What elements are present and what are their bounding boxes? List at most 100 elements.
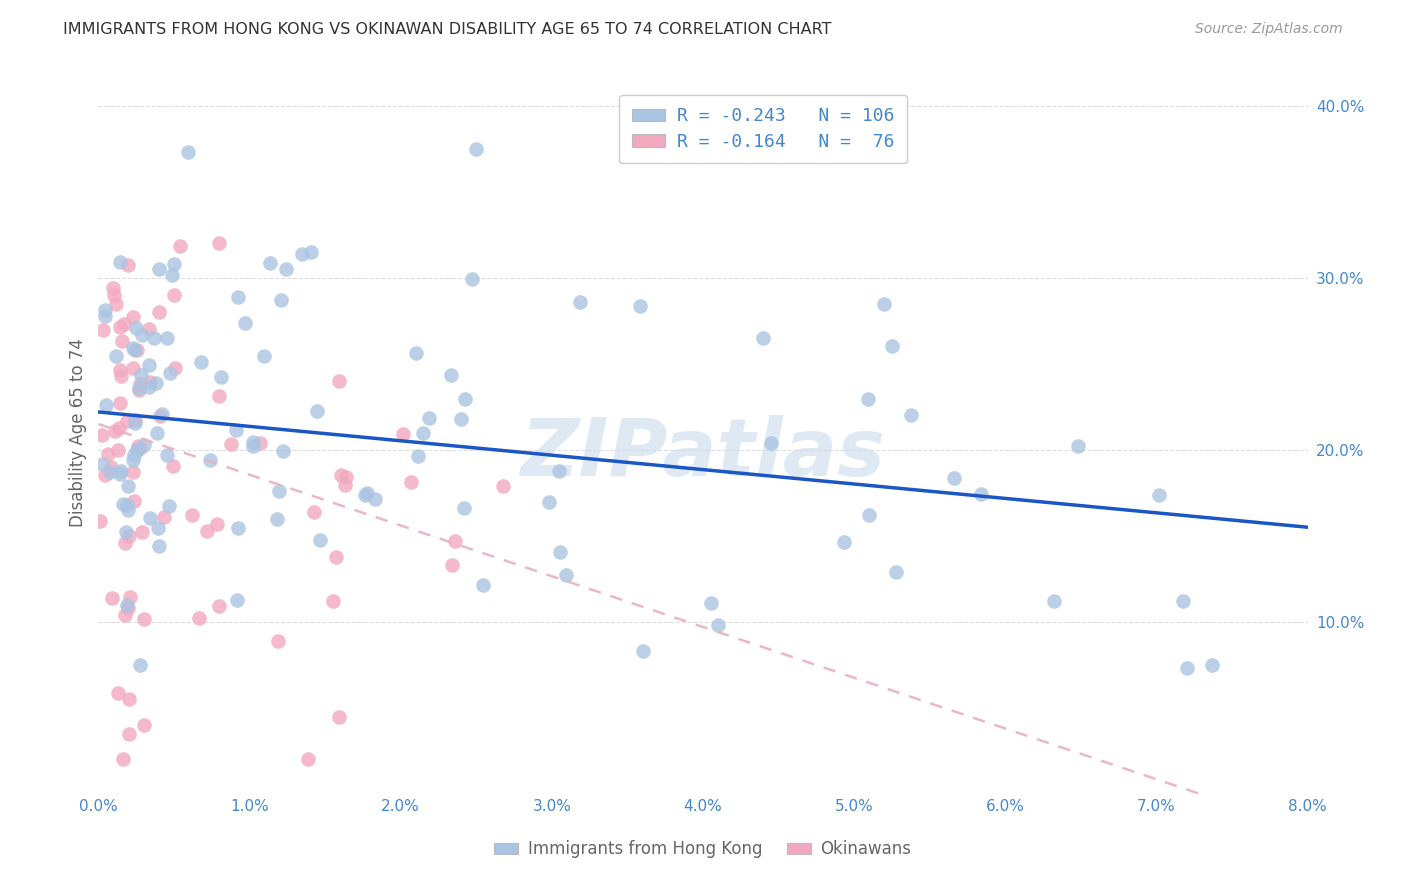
- Point: [291, 247, 314, 261]
- Point: [181, 508, 204, 523]
- Point: [124, 343, 146, 357]
- Text: IMMIGRANTS FROM HONG KONG VS OKINAWAN DISABILITY AGE 65 TO 74 CORRELATION CHART: IMMIGRANTS FROM HONG KONG VS OKINAWAN DI…: [63, 22, 832, 37]
- Point: [101, 591, 124, 606]
- Point: [472, 578, 495, 592]
- Point: [440, 558, 463, 572]
- Point: [163, 287, 186, 301]
- Point: [110, 363, 132, 377]
- Point: [242, 439, 264, 453]
- Point: [190, 355, 212, 369]
- Point: [219, 437, 242, 451]
- Point: [118, 692, 141, 706]
- Point: [492, 479, 515, 493]
- Point: [121, 310, 143, 325]
- Point: [108, 467, 131, 482]
- Point: [353, 488, 375, 502]
- Point: [322, 594, 344, 608]
- Point: [700, 596, 723, 610]
- Point: [631, 644, 654, 658]
- Point: [122, 494, 145, 508]
- Point: [122, 341, 145, 355]
- Text: ZIPatlas: ZIPatlas: [520, 416, 886, 493]
- Point: [117, 598, 139, 612]
- Point: [752, 331, 775, 345]
- Point: [439, 368, 461, 383]
- Point: [208, 599, 231, 613]
- Point: [392, 426, 415, 441]
- Point: [118, 726, 141, 740]
- Point: [117, 479, 139, 493]
- Point: [225, 423, 247, 437]
- Point: [118, 529, 141, 543]
- Point: [128, 384, 150, 398]
- Point: [150, 407, 173, 421]
- Point: [169, 239, 191, 253]
- Point: [124, 413, 146, 427]
- Point: [412, 426, 434, 441]
- Point: [156, 448, 179, 462]
- Point: [128, 381, 150, 395]
- Point: [538, 495, 561, 509]
- Point: [122, 449, 145, 463]
- Point: [882, 339, 904, 353]
- Point: [100, 459, 122, 474]
- Point: [148, 539, 170, 553]
- Point: [884, 565, 907, 579]
- Point: [134, 438, 156, 452]
- Point: [405, 346, 427, 360]
- Point: [858, 392, 880, 407]
- Point: [970, 486, 993, 500]
- Point: [249, 436, 271, 450]
- Point: [162, 459, 184, 474]
- Point: [108, 320, 131, 334]
- Point: [364, 492, 387, 507]
- Point: [125, 321, 148, 335]
- Point: [122, 452, 145, 467]
- Point: [131, 524, 153, 539]
- Point: [149, 409, 172, 424]
- Point: [418, 411, 440, 425]
- Point: [465, 142, 488, 156]
- Point: [117, 503, 139, 517]
- Point: [356, 485, 378, 500]
- Point: [90, 428, 112, 442]
- Point: [89, 514, 111, 528]
- Text: Source: ZipAtlas.com: Source: ZipAtlas.com: [1195, 22, 1343, 37]
- Point: [271, 444, 294, 458]
- Point: [103, 288, 125, 302]
- Point: [138, 358, 160, 372]
- Point: [142, 331, 165, 345]
- Point: [134, 612, 156, 626]
- Point: [94, 309, 117, 323]
- Point: [450, 412, 472, 426]
- Point: [125, 442, 148, 457]
- Point: [148, 262, 170, 277]
- Point: [308, 533, 330, 547]
- Point: [329, 467, 352, 482]
- Point: [110, 255, 132, 269]
- Point: [146, 425, 169, 440]
- Point: [1175, 661, 1198, 675]
- Point: [97, 447, 120, 461]
- Point: [91, 323, 114, 337]
- Point: [1171, 594, 1194, 608]
- Point: [112, 752, 135, 766]
- Point: [266, 633, 288, 648]
- Point: [159, 366, 181, 380]
- Point: [107, 442, 129, 457]
- Point: [128, 441, 150, 455]
- Point: [115, 524, 138, 539]
- Point: [259, 256, 281, 270]
- Point: [226, 290, 249, 304]
- Point: [128, 377, 150, 392]
- Point: [568, 295, 591, 310]
- Point: [157, 499, 180, 513]
- Point: [1201, 658, 1223, 673]
- Point: [548, 464, 571, 478]
- Point: [98, 465, 121, 479]
- Point: [165, 360, 187, 375]
- Point: [128, 657, 150, 672]
- Point: [274, 262, 297, 277]
- Point: [110, 464, 132, 478]
- Point: [1067, 439, 1090, 453]
